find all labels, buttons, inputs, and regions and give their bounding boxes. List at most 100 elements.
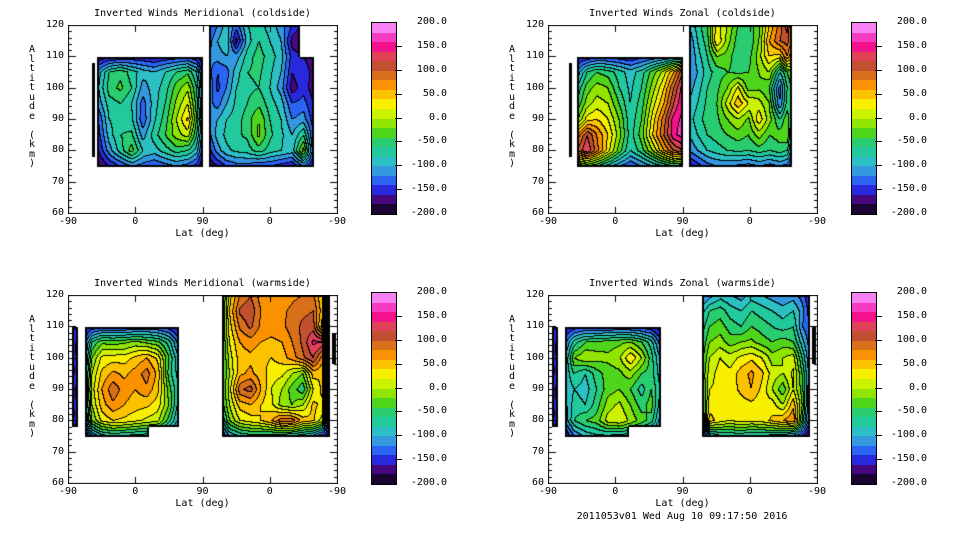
y-axis-label-char: u [28, 91, 36, 103]
panel-title: Inverted Winds Zonal (coldside) [589, 8, 776, 19]
colorbar-band [852, 369, 876, 380]
colorbar-band [852, 293, 876, 304]
colorbar-tick-label: 100.0 [416, 63, 447, 75]
x-tick-label: 0 [612, 486, 619, 497]
colorbar-band [852, 464, 876, 475]
x-tick-label: -90 [538, 486, 558, 497]
colorbar-band [372, 42, 396, 53]
y-tick-label: 80 [531, 414, 544, 426]
colorbar-tick-label: -200.0 [410, 477, 447, 488]
y-tick-label: 80 [51, 144, 64, 156]
colorbar-tick [875, 411, 882, 413]
y-axis-label-char: t [508, 352, 516, 363]
colorbar-band [852, 61, 876, 72]
contour-plot [548, 295, 818, 484]
colorbar [851, 22, 877, 215]
x-axis-label: Lat (deg) [655, 498, 710, 509]
colorbar-tick-label: 150.0 [416, 309, 447, 321]
colorbar-band [372, 436, 396, 447]
colorbar-band [852, 455, 876, 466]
colorbar-tick-label: -200.0 [890, 207, 927, 218]
colorbar-tick [875, 141, 882, 143]
colorbar-band [852, 378, 876, 389]
y-tick-label: 80 [531, 144, 544, 156]
colorbar-band [372, 204, 396, 215]
y-axis-label-char: e [28, 110, 36, 122]
colorbar-band [372, 194, 396, 205]
colorbar-tick-label: 200.0 [896, 16, 927, 27]
y-tick-label: 120 [525, 289, 544, 300]
colorbar-band [372, 61, 396, 72]
x-tick-label: -90 [327, 486, 347, 497]
colorbar-band [852, 417, 876, 428]
x-tick-label: 90 [676, 216, 689, 227]
colorbar-tick-label: -100.0 [410, 159, 447, 171]
colorbar-band [852, 204, 876, 215]
colorbar-tick-label: 50.0 [422, 87, 447, 99]
colorbar-band [852, 99, 876, 110]
y-tick-label: 90 [51, 113, 64, 124]
colorbar-band [852, 398, 876, 409]
y-axis-label-char: t [508, 82, 516, 93]
y-axis-label-char: t [28, 63, 36, 74]
y-axis-label-char: u [508, 361, 516, 373]
colorbar-tick-label: 200.0 [896, 286, 927, 297]
colorbar-band [852, 436, 876, 447]
y-axis-label-char: ) [28, 158, 36, 169]
colorbar-band [372, 378, 396, 389]
colorbar [371, 22, 397, 215]
y-axis-label-char: u [28, 361, 36, 373]
y-tick-label: 100 [45, 81, 64, 93]
x-tick-label: 0 [132, 486, 139, 497]
colorbar-band [852, 128, 876, 139]
colorbar-band [372, 156, 396, 167]
x-tick-label: 0 [266, 216, 273, 227]
y-axis-label-char: A [28, 44, 36, 55]
y-tick-label: 110 [525, 320, 544, 332]
y-tick-label: 70 [51, 445, 64, 457]
colorbar-tick-label: -150.0 [890, 453, 927, 465]
colorbar-tick [395, 435, 402, 437]
y-axis-label-char: k [508, 409, 516, 420]
x-tick-label: 0 [746, 486, 753, 497]
colorbar-tick [875, 165, 882, 167]
colorbar-tick-label: 100.0 [896, 63, 927, 75]
colorbar-band [852, 118, 876, 129]
colorbar-tick-label: -150.0 [890, 183, 927, 195]
y-axis-label-char: ( [28, 129, 36, 141]
y-tick-label: 100 [45, 351, 64, 363]
colorbar-band [852, 388, 876, 399]
contour-plot [68, 25, 338, 214]
colorbar-band [852, 350, 876, 361]
colorbar-band [852, 175, 876, 186]
y-axis-label-char: t [28, 333, 36, 344]
colorbar-tick [395, 93, 402, 95]
colorbar-band [372, 417, 396, 428]
colorbar-band [852, 474, 876, 485]
colorbar-tick [875, 387, 882, 389]
colorbar-band [852, 147, 876, 158]
colorbar-tick-label: -100.0 [890, 429, 927, 441]
colorbar-band [372, 455, 396, 466]
y-tick-label: 60 [51, 477, 64, 488]
colorbar-band [852, 312, 876, 323]
y-tick-label: 90 [531, 113, 544, 124]
y-tick-label: 90 [531, 383, 544, 394]
colorbar-band [372, 32, 396, 43]
y-axis-label-char: ( [28, 399, 36, 411]
colorbar-band [852, 156, 876, 167]
colorbar-tick-label: 0.0 [428, 111, 447, 123]
colorbar-band [852, 426, 876, 437]
colorbar-tick-label: -50.0 [416, 135, 447, 147]
colorbar-band [372, 70, 396, 81]
colorbar-tick [875, 45, 882, 47]
y-axis-label-char: i [28, 72, 36, 84]
x-tick-label: -90 [58, 486, 78, 497]
colorbar-tick-label: 150.0 [416, 39, 447, 51]
y-axis-label-char: A [508, 314, 516, 325]
panel-title: Inverted Winds Zonal (warmside) [589, 278, 776, 289]
colorbar-band [372, 108, 396, 119]
colorbar-band [372, 340, 396, 351]
y-axis-label-char: A [28, 314, 36, 325]
y-axis-label-char: ) [28, 428, 36, 439]
